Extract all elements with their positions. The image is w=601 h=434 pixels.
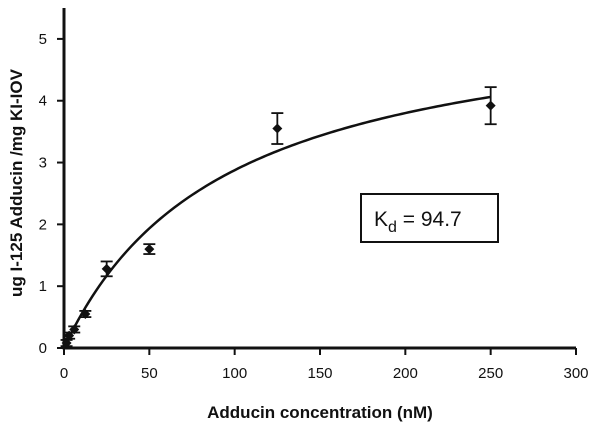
data-point xyxy=(101,263,112,274)
data-point xyxy=(69,324,80,335)
data-points xyxy=(60,86,497,349)
y-tick-label: 5 xyxy=(39,31,47,48)
kd-symbol: K xyxy=(374,208,388,231)
kd-annotation-text: Kd = 94.7 xyxy=(374,208,462,236)
x-tick-label: 150 xyxy=(307,365,332,382)
kd-subscript: d xyxy=(388,219,397,236)
x-tick-label: 200 xyxy=(393,365,418,382)
kd-annotation: Kd = 94.7 xyxy=(360,193,499,243)
y-axis-ticks: 0 1 2 3 4 5 xyxy=(39,31,64,357)
y-tick-label: 4 xyxy=(39,93,47,110)
x-tick-label: 300 xyxy=(563,365,588,382)
kd-annotation-box xyxy=(360,193,499,243)
data-point xyxy=(144,244,155,255)
x-tick-label: 250 xyxy=(478,365,503,382)
data-point xyxy=(272,123,283,134)
y-tick-label: 1 xyxy=(39,278,47,295)
x-axis-ticks: 0 50 100 150 200 250 300 xyxy=(60,348,589,382)
x-axis-title: Adducin concentration (nM) xyxy=(207,403,433,422)
y-tick-label: 2 xyxy=(39,216,47,233)
y-tick-label: 0 xyxy=(39,340,47,357)
y-tick-label: 3 xyxy=(39,155,47,172)
x-tick-label: 100 xyxy=(222,365,247,382)
x-tick-label: 0 xyxy=(60,365,68,382)
data-point xyxy=(485,100,496,111)
y-axis-title: ug I-125 Adducin /mg KI-IOV xyxy=(7,68,26,297)
binding-fit-curve xyxy=(62,95,491,349)
data-point xyxy=(80,309,91,319)
x-tick-label: 50 xyxy=(141,365,158,382)
plot-axes xyxy=(62,8,576,350)
kd-value: = 94.7 xyxy=(397,208,462,231)
